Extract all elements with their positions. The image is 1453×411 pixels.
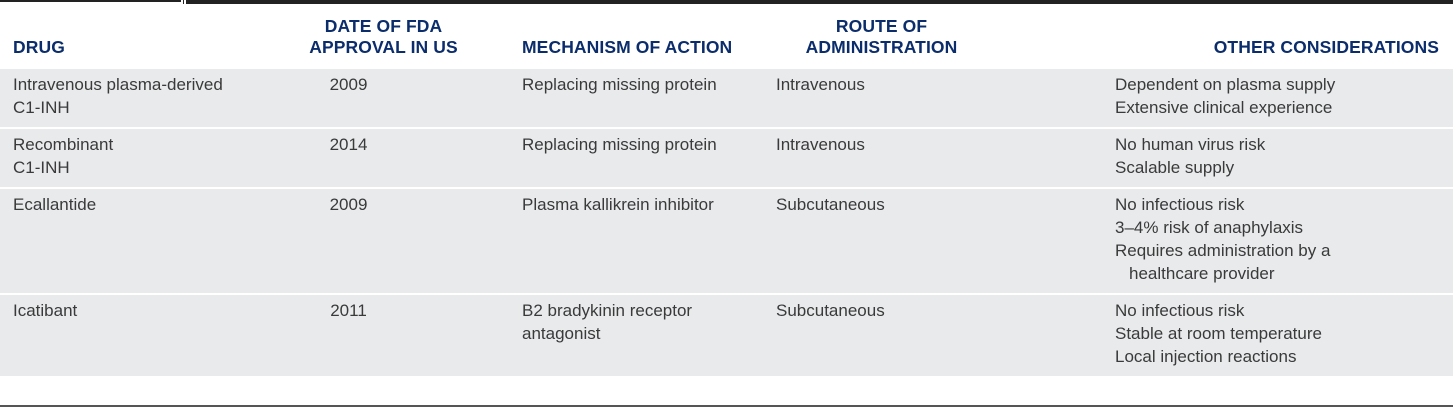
cell-other-line: Local injection reactions: [1115, 347, 1297, 366]
header-date: DATE OF FDA APPROVAL IN US: [262, 4, 505, 68]
cell-drug: Intravenous plasma-derived C1-INH: [0, 68, 262, 128]
table-row: Intravenous plasma-derived C1-INH 2009 R…: [0, 68, 1453, 128]
cell-route: Subcutaneous: [774, 294, 997, 376]
top-rule-left: [0, 0, 181, 2]
header-mechanism: MECHANISM OF ACTION: [505, 4, 774, 68]
cell-mechanism: Plasma kallikrein inhibitor: [505, 188, 774, 294]
cell-drug: Recombinant C1-INH: [0, 128, 262, 188]
cell-mechanism: Replacing missing protein: [505, 128, 774, 188]
header-route-line-1: ROUTE OF: [835, 16, 928, 36]
cell-date: 2009: [262, 68, 505, 128]
cell-other: No human virus risk Scalable supply: [997, 128, 1453, 188]
cell-drug: Icatibant: [0, 294, 262, 376]
cell-other-line: Stable at room temperature: [1115, 324, 1322, 343]
table-row: Recombinant C1-INH 2014 Replacing missin…: [0, 128, 1453, 188]
cell-route: Intravenous: [774, 128, 997, 188]
header-drug-line: DRUG: [13, 37, 65, 57]
cell-route: Subcutaneous: [774, 188, 997, 294]
table-row: Ecallantide 2009 Plasma kallikrein inhib…: [0, 188, 1453, 294]
cell-other: No infectious risk Stable at room temper…: [997, 294, 1453, 376]
header-route: ROUTE OF ADMINISTRATION: [774, 4, 997, 68]
cell-other-line: Requires administration by a: [1115, 241, 1331, 260]
cell-other-line: Extensive clinical experience: [1115, 98, 1333, 117]
cell-date: 2014: [262, 128, 505, 188]
cell-other: Dependent on plasma supply Extensive cli…: [997, 68, 1453, 128]
cell-other-line: Dependent on plasma supply: [1115, 75, 1336, 94]
cell-drug-line: C1-INH: [13, 158, 70, 177]
cell-other-line: No infectious risk: [1115, 301, 1245, 320]
drug-comparison-table: DRUG DATE OF FDA APPROVAL IN US MECHANIS…: [0, 4, 1453, 376]
top-rule-main: [186, 0, 1453, 4]
cell-drug-line: Intravenous plasma-derived: [13, 75, 223, 94]
header-other: OTHER CONSIDERATIONS: [997, 4, 1453, 68]
cell-date: 2009: [262, 188, 505, 294]
cell-drug-line: Ecallantide: [13, 195, 97, 214]
cell-drug-line: Icatibant: [13, 301, 78, 320]
cell-route: Intravenous: [774, 68, 997, 128]
header-date-line-2: APPROVAL IN US: [309, 37, 458, 57]
header-date-line-1: DATE OF FDA: [324, 16, 443, 36]
cell-drug-line: C1-INH: [13, 98, 70, 117]
bottom-rule: [0, 405, 1453, 407]
cell-date: 2011: [262, 294, 505, 376]
cell-other: No infectious risk 3–4% risk of anaphyla…: [997, 188, 1453, 294]
cell-other-line: No infectious risk: [1115, 195, 1245, 214]
header-other-line: OTHER CONSIDERATIONS: [1213, 37, 1439, 57]
cell-other-line: healthcare provider: [1129, 264, 1275, 283]
cell-other-line: Scalable supply: [1115, 158, 1235, 177]
table-row: Icatibant 2011 B2 bradykinin receptor an…: [0, 294, 1453, 376]
cell-mechanism: B2 bradykinin receptor antagonist: [505, 294, 774, 376]
cell-other-line: No human virus risk: [1115, 135, 1266, 154]
header-route-line-2: ADMINISTRATION: [805, 37, 958, 57]
cell-mechanism: Replacing missing protein: [505, 68, 774, 128]
cell-other-line: 3–4% risk of anaphylaxis: [1115, 218, 1304, 237]
header-mechanism-line: MECHANISM OF ACTION: [522, 37, 733, 57]
cell-drug: Ecallantide: [0, 188, 262, 294]
cell-drug-line: Recombinant: [13, 135, 114, 154]
table-header-row: DRUG DATE OF FDA APPROVAL IN US MECHANIS…: [0, 4, 1453, 68]
header-drug: DRUG: [0, 4, 262, 68]
